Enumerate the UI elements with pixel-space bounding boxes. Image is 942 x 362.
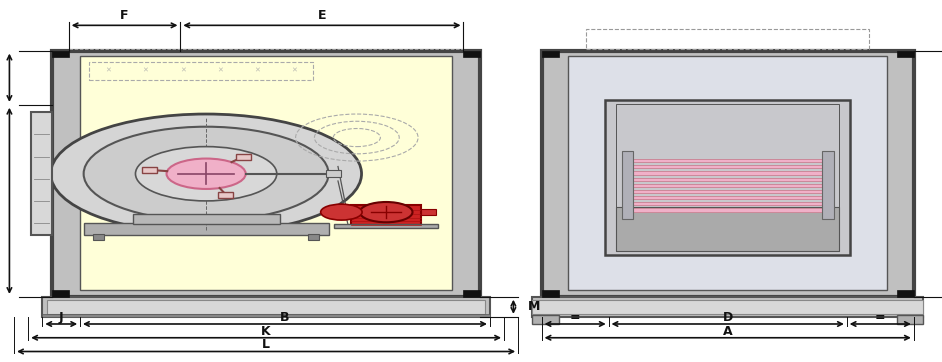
Circle shape	[360, 202, 413, 222]
Bar	[42, 314, 490, 317]
Bar	[47, 300, 485, 314]
Text: D: D	[723, 311, 733, 324]
Bar	[463, 51, 480, 57]
Text: ✕: ✕	[217, 68, 222, 74]
Bar	[133, 214, 280, 224]
Bar	[605, 100, 851, 255]
Bar	[334, 224, 438, 228]
Text: E: E	[317, 9, 326, 22]
Bar	[897, 290, 914, 297]
Bar	[532, 315, 559, 324]
Bar	[616, 104, 839, 251]
Bar	[633, 202, 822, 205]
Bar	[586, 29, 869, 49]
Bar	[326, 170, 341, 177]
Bar	[568, 56, 887, 290]
Bar	[633, 171, 822, 174]
Bar	[350, 205, 421, 227]
Bar	[633, 165, 822, 168]
Bar	[616, 207, 839, 251]
Bar	[42, 297, 490, 317]
Text: ✕: ✕	[291, 68, 297, 74]
Text: M: M	[528, 300, 541, 313]
Bar	[219, 192, 234, 198]
Bar	[542, 51, 914, 297]
Bar	[633, 196, 822, 199]
Bar	[633, 184, 822, 187]
Bar	[89, 62, 313, 80]
Text: =: =	[875, 311, 885, 324]
Bar	[236, 154, 251, 160]
Bar	[633, 190, 822, 193]
Bar	[633, 177, 822, 181]
Text: ✕: ✕	[142, 68, 149, 74]
Circle shape	[51, 114, 362, 233]
Bar	[532, 297, 923, 317]
Text: ✕: ✕	[253, 68, 260, 74]
Bar	[633, 159, 822, 162]
Bar	[93, 234, 105, 240]
Bar	[52, 51, 480, 297]
Bar	[84, 223, 329, 235]
Bar	[897, 51, 914, 57]
Bar	[421, 209, 435, 215]
Text: K: K	[261, 325, 271, 338]
Bar	[633, 208, 822, 211]
Bar	[532, 300, 923, 314]
Text: ✕: ✕	[180, 68, 186, 74]
Circle shape	[84, 127, 329, 221]
Bar	[822, 151, 834, 219]
Bar	[141, 167, 156, 173]
Bar	[622, 151, 633, 219]
Bar	[80, 56, 452, 290]
Text: L: L	[262, 338, 270, 352]
Text: A: A	[723, 325, 733, 338]
Bar	[52, 290, 69, 297]
Text: B: B	[280, 311, 290, 324]
Circle shape	[136, 147, 277, 201]
Text: F: F	[121, 9, 129, 22]
Bar	[542, 51, 559, 57]
Text: =: =	[570, 311, 580, 324]
Bar	[308, 234, 319, 240]
Text: J: J	[59, 311, 63, 324]
Bar	[31, 112, 52, 235]
Bar	[463, 290, 480, 297]
Circle shape	[320, 204, 362, 220]
Bar	[897, 315, 923, 324]
Circle shape	[167, 159, 246, 189]
Bar	[542, 290, 559, 297]
Bar	[52, 51, 69, 57]
Text: ✕: ✕	[106, 68, 111, 74]
